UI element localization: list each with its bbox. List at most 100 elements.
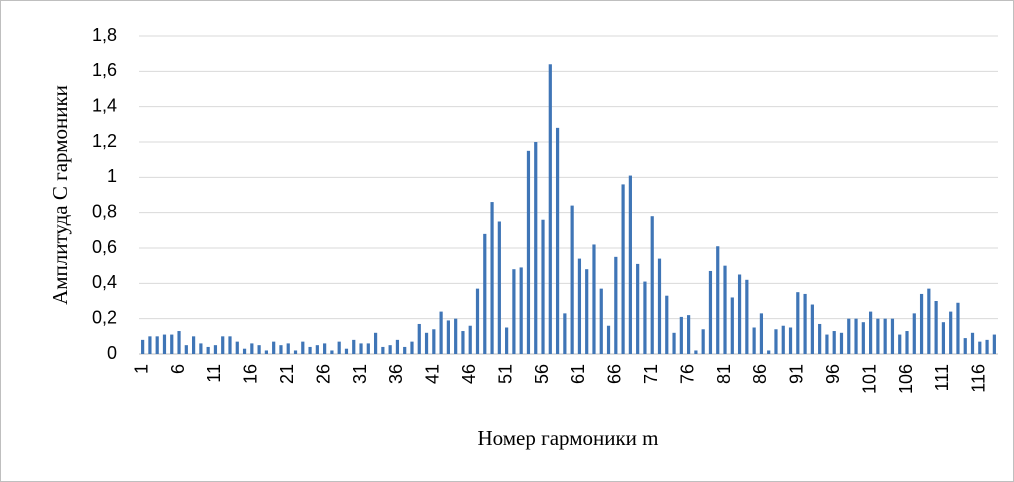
y-tick-label: 1,6	[92, 60, 117, 80]
y-tick-label: 1	[107, 166, 117, 186]
bar	[373, 332, 378, 354]
bar	[854, 318, 858, 354]
bar	[679, 316, 683, 354]
x-tick-label: 46	[459, 364, 479, 384]
bar	[599, 288, 603, 354]
bar	[781, 325, 785, 354]
bar	[832, 331, 836, 354]
bar	[847, 318, 851, 354]
bar	[446, 320, 450, 354]
bar	[927, 288, 931, 354]
bar	[512, 269, 516, 354]
bar	[752, 327, 756, 354]
bar	[381, 346, 385, 354]
bar	[614, 256, 618, 354]
bar	[395, 339, 400, 354]
y-tick-label: 1,8	[92, 25, 117, 45]
bar	[803, 293, 807, 354]
bar	[206, 346, 210, 354]
bar	[541, 219, 545, 354]
bar	[323, 343, 327, 354]
x-tick-label: 76	[677, 364, 697, 384]
bar	[890, 318, 895, 354]
bar	[672, 332, 676, 354]
y-tick-label: 1,4	[92, 95, 117, 115]
bar	[162, 334, 167, 354]
bar	[774, 329, 778, 354]
bar	[687, 315, 691, 354]
bar	[949, 311, 953, 354]
bar	[359, 343, 363, 354]
bar	[934, 301, 938, 354]
bar	[905, 331, 909, 354]
x-tick-label: 21	[277, 364, 297, 384]
bar	[818, 323, 822, 354]
y-tick-label: 1,2	[92, 131, 117, 151]
x-tick-label: 36	[386, 364, 406, 384]
x-tick-label: 16	[241, 364, 261, 384]
bar	[978, 341, 982, 354]
bar	[170, 334, 174, 354]
x-tick-label: 56	[532, 364, 552, 384]
bar	[606, 325, 611, 354]
bar	[723, 265, 727, 354]
bar	[876, 318, 880, 354]
x-tick-label: 91	[787, 364, 807, 384]
x-tick-label: 116	[969, 364, 989, 393]
bar	[344, 348, 349, 354]
x-tick-label: 51	[495, 364, 515, 384]
y-tick-label: 0,8	[92, 201, 117, 221]
bar	[475, 288, 480, 354]
bar	[628, 175, 632, 354]
bar	[585, 269, 589, 354]
bar	[403, 346, 407, 354]
bar	[883, 318, 887, 354]
bar	[417, 323, 421, 354]
bar	[992, 334, 996, 354]
x-tick-label: 31	[350, 364, 370, 384]
bar	[410, 341, 414, 354]
bar	[424, 332, 429, 354]
bar	[788, 327, 793, 354]
bar	[352, 339, 356, 354]
bar	[708, 270, 713, 354]
bar	[592, 244, 596, 354]
x-tick-label: 66	[605, 364, 625, 384]
bar	[388, 345, 392, 354]
bar	[366, 343, 370, 354]
x-tick-label: 26	[313, 364, 333, 384]
bar	[621, 184, 625, 354]
bar	[497, 221, 501, 354]
y-axis-title: Амплитуда С гармоники	[48, 85, 72, 305]
bar	[898, 334, 902, 354]
bar	[657, 258, 662, 354]
bar	[665, 295, 669, 354]
bar	[737, 274, 742, 354]
bar	[526, 150, 531, 354]
bar	[490, 202, 494, 354]
bar	[301, 341, 305, 354]
bar	[264, 350, 268, 354]
x-tick-label: 96	[823, 364, 843, 384]
bar	[912, 313, 916, 354]
bar	[941, 322, 946, 354]
x-tick-label: 101	[859, 364, 879, 394]
bar	[643, 281, 647, 354]
bar	[330, 350, 334, 354]
bar	[293, 350, 298, 354]
bar	[796, 292, 800, 354]
x-tick-label: 81	[714, 364, 734, 384]
bar	[213, 345, 218, 354]
bar	[454, 318, 458, 354]
x-tick-label: 111	[932, 364, 952, 391]
bar	[839, 332, 844, 354]
y-tick-label: 0	[107, 343, 117, 363]
bar	[810, 304, 814, 354]
bar	[650, 216, 654, 354]
bar	[505, 327, 509, 354]
bar	[730, 297, 734, 354]
bar	[221, 336, 225, 354]
x-tick-label: 61	[568, 364, 588, 384]
bar	[716, 246, 720, 354]
x-axis-title: Номер гармоники m	[477, 426, 658, 450]
